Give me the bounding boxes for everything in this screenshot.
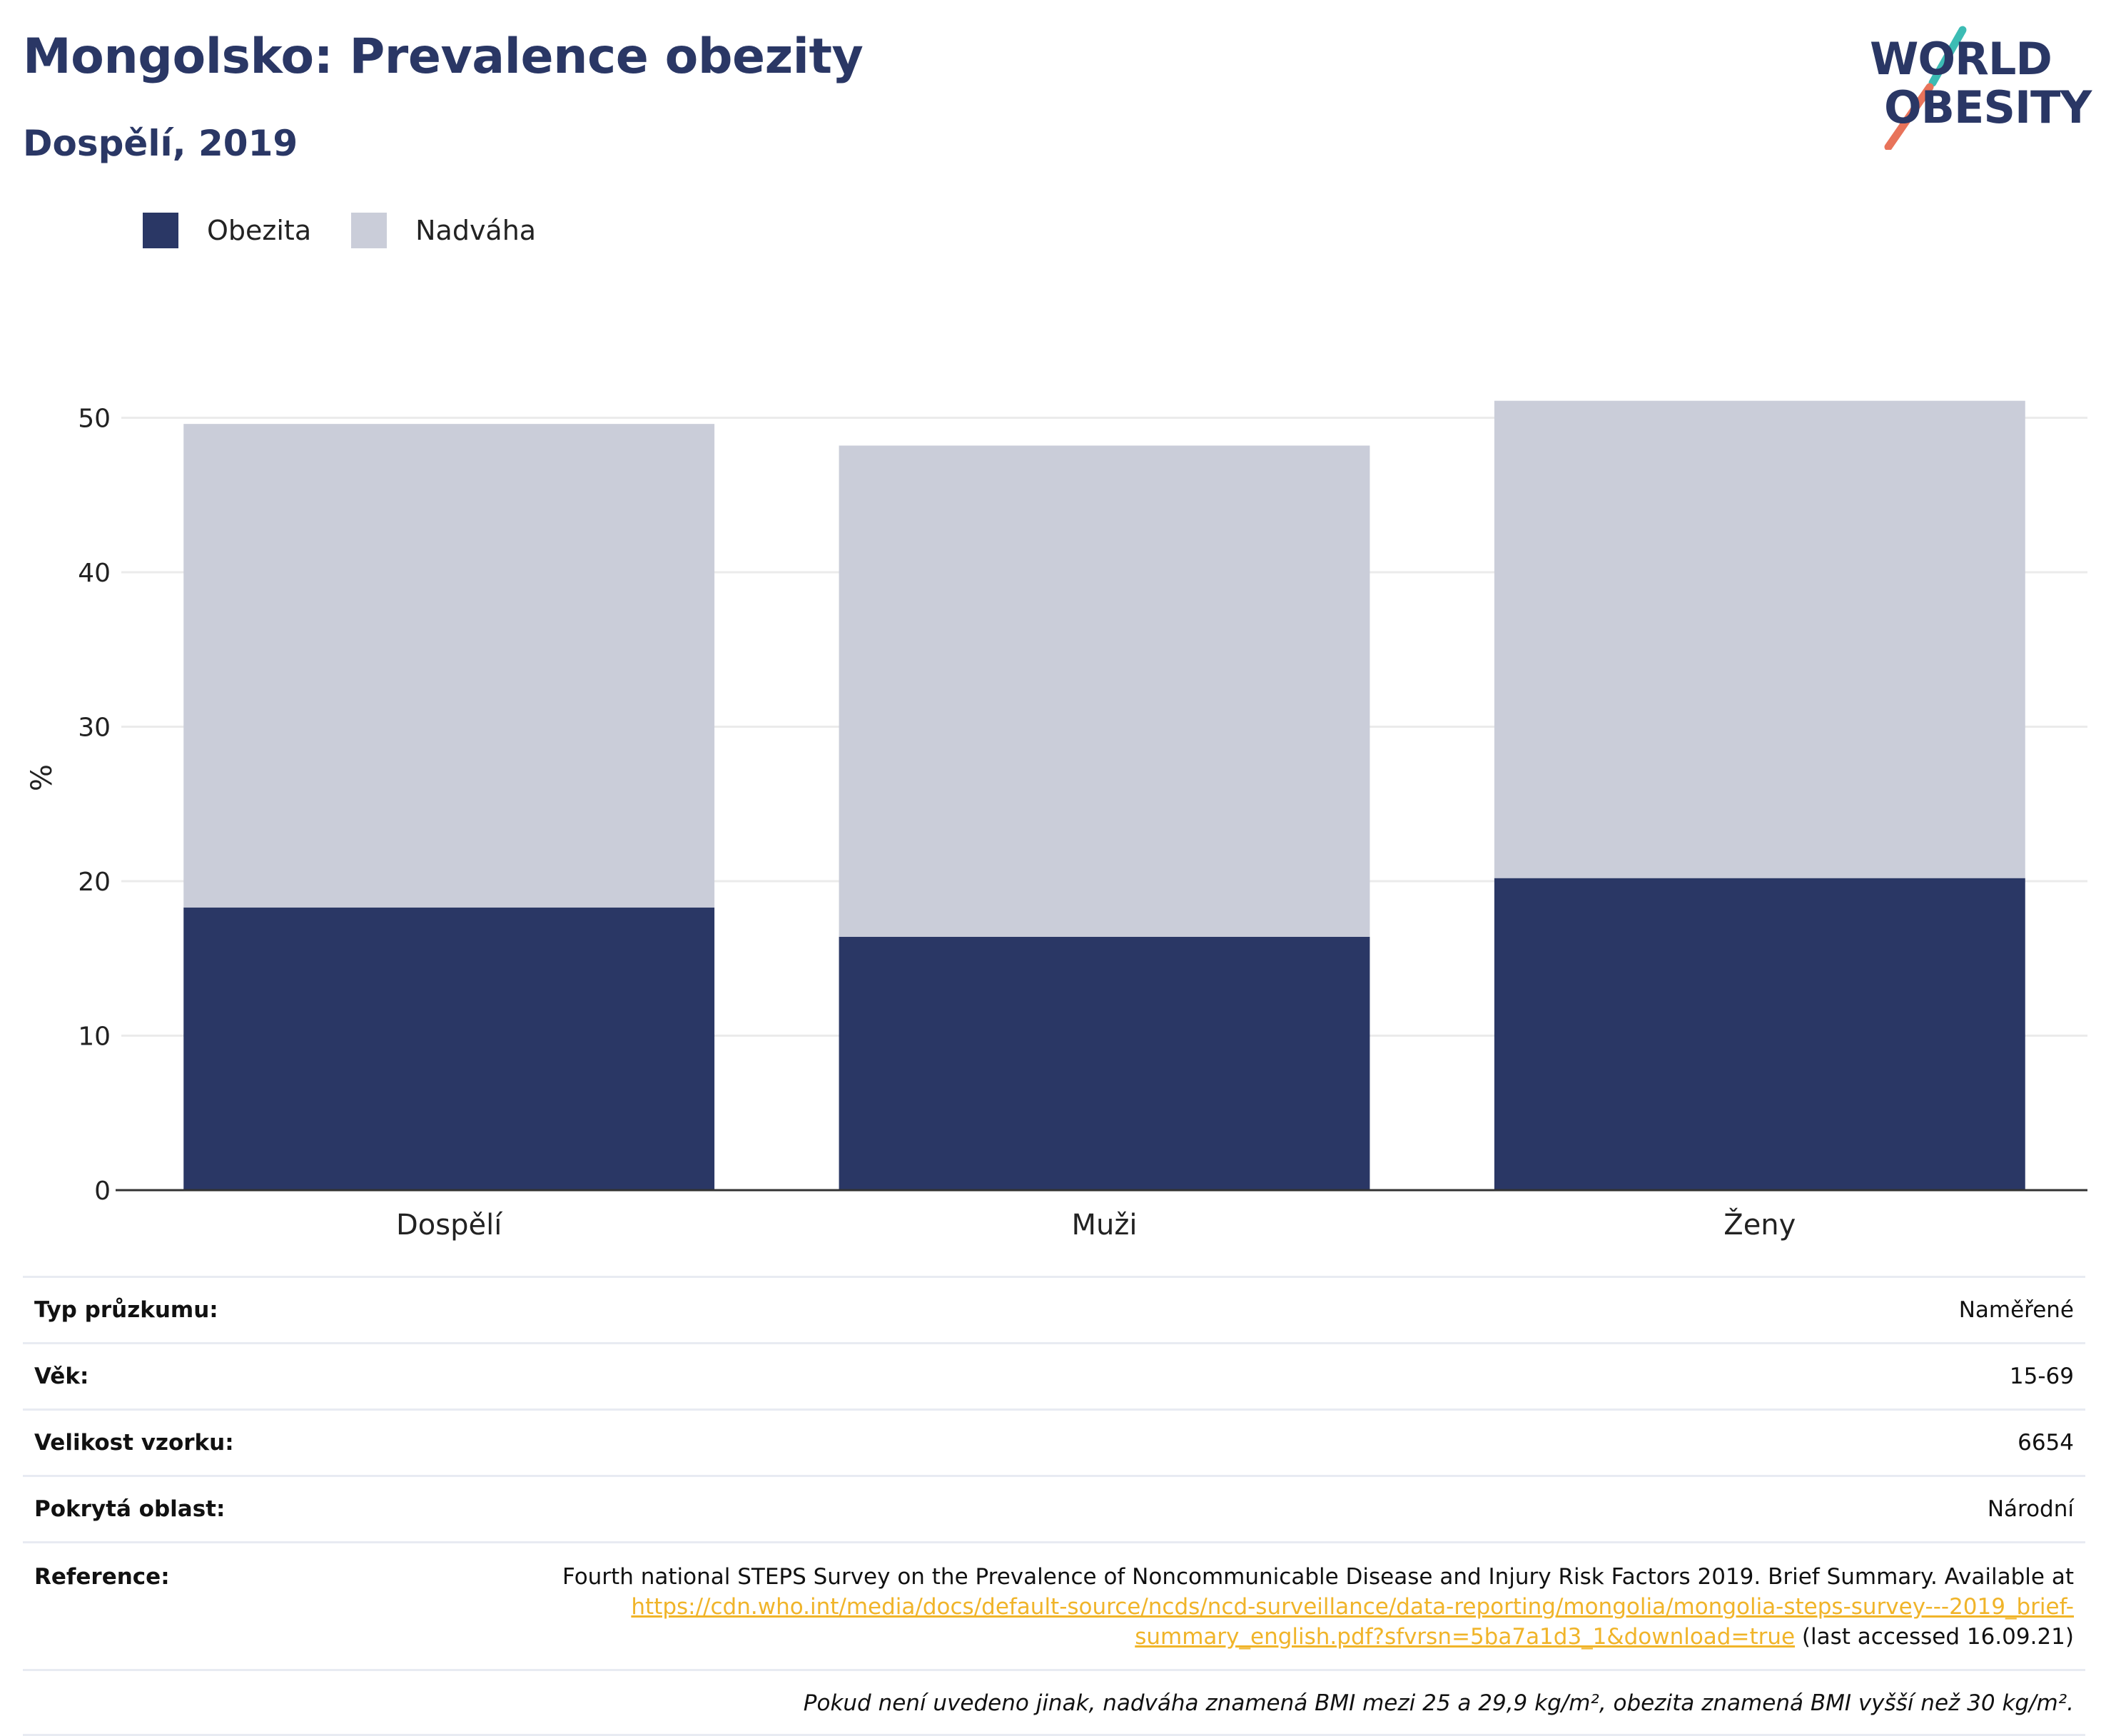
info-row-age: Věk: 15-69 xyxy=(23,1342,2085,1408)
logo-slash-icon xyxy=(1884,26,1967,150)
reference-description: Fourth national STEPS Survey on the Prev… xyxy=(562,1564,2074,1590)
y-tick-label: 0 xyxy=(94,1177,111,1206)
bar-obesity xyxy=(183,907,715,1190)
info-label: Velikost vzorku: xyxy=(34,1430,234,1456)
info-label: Typ průzkumu: xyxy=(34,1297,218,1323)
stacked-bar-chart: 0 10 20 30 40 50% Dospělí Muži Ženy xyxy=(26,400,2087,1242)
reference-accessed: (last accessed 16.09.21) xyxy=(1795,1624,2074,1650)
y-tick-label: 40 xyxy=(78,559,111,588)
y-tick-label: 50 xyxy=(78,405,111,434)
chart-legend: Obezita Nadváha xyxy=(143,213,576,248)
info-row-reference: Reference: Fourth national STEPS Survey … xyxy=(23,1541,2085,1669)
x-tick-label: Dospělí xyxy=(396,1209,503,1242)
bar-obesity xyxy=(1494,878,2025,1190)
legend-swatch-obesity xyxy=(143,213,178,248)
info-row-note: Pokud není uvedeno jinak, nadváha znamen… xyxy=(23,1669,2085,1736)
x-tick-label: Ženy xyxy=(1723,1207,1796,1242)
info-label: Věk: xyxy=(34,1364,89,1389)
y-tick-label: 20 xyxy=(78,868,111,897)
legend-label-obesity: Obezita xyxy=(207,215,312,246)
reference-text: Fourth national STEPS Survey on the Prev… xyxy=(547,1562,2074,1652)
logo-text-obesity: OBESITY xyxy=(1884,81,2092,133)
info-label: Pokrytá oblast: xyxy=(34,1496,226,1522)
info-value: 15-69 xyxy=(2009,1364,2074,1389)
info-value: 6654 xyxy=(2018,1430,2074,1456)
reference-link[interactable]: https://cdn.who.int/media/docs/default-s… xyxy=(631,1594,2074,1650)
info-row-survey-type: Typ průzkumu: Naměřené xyxy=(23,1276,2085,1342)
info-value: Naměřené xyxy=(1958,1297,2074,1323)
y-tick-label: 30 xyxy=(78,714,111,743)
x-tick-label: Muži xyxy=(1072,1209,1138,1242)
bar-overweight xyxy=(183,424,715,908)
info-row-sample-size: Velikost vzorku: 6654 xyxy=(23,1408,2085,1475)
survey-info-table: Typ průzkumu: Naměřené Věk: 15-69 Veliko… xyxy=(23,1276,2085,1736)
chart-subtitle: Dospělí, 2019 xyxy=(23,123,298,164)
y-axis-label: % xyxy=(26,764,59,791)
legend-label-overweight: Nadváha xyxy=(415,215,537,246)
info-value: Národní xyxy=(1987,1496,2074,1522)
bar-overweight xyxy=(1494,400,2025,878)
info-row-coverage: Pokrytá oblast: Národní xyxy=(23,1475,2085,1541)
logo-text-world: WORLD xyxy=(1870,33,2052,85)
bmi-definition-note: Pokud není uvedeno jinak, nadváha znamen… xyxy=(803,1690,2074,1716)
legend-swatch-overweight xyxy=(351,213,388,248)
bar-overweight xyxy=(839,445,1370,937)
legend-item-obesity: Obezita xyxy=(143,213,311,248)
world-obesity-logo: WORLD OBESITY xyxy=(1856,21,2098,150)
info-label: Reference: xyxy=(34,1564,170,1590)
y-tick-label: 10 xyxy=(78,1022,111,1052)
legend-item-overweight: Nadváha xyxy=(351,213,536,248)
bar-obesity xyxy=(839,936,1370,1190)
chart-title: Mongolsko: Prevalence obezity xyxy=(23,29,864,85)
